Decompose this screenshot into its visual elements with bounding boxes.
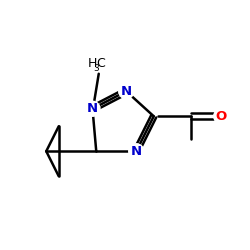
Circle shape bbox=[129, 144, 144, 159]
Text: O: O bbox=[216, 110, 227, 123]
Circle shape bbox=[214, 109, 229, 124]
Circle shape bbox=[85, 101, 100, 116]
Text: N: N bbox=[121, 85, 132, 98]
Text: 3: 3 bbox=[93, 64, 99, 73]
Text: N: N bbox=[87, 102, 98, 115]
Text: C: C bbox=[96, 57, 105, 70]
Text: N: N bbox=[131, 145, 142, 158]
Text: H: H bbox=[88, 57, 97, 70]
Circle shape bbox=[119, 84, 134, 99]
